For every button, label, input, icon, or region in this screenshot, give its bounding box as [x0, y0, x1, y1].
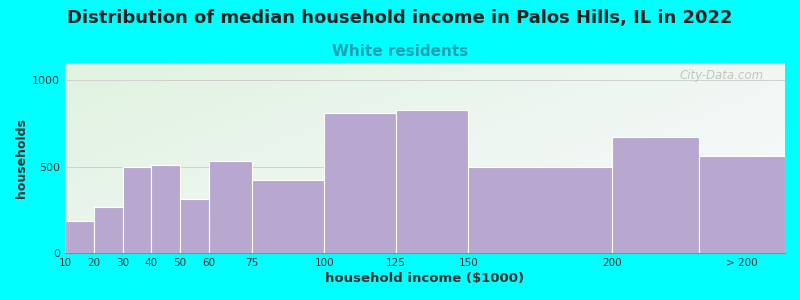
Bar — [94, 207, 122, 253]
Text: Distribution of median household income in Palos Hills, IL in 2022: Distribution of median household income … — [67, 9, 733, 27]
Bar — [324, 113, 396, 253]
Bar — [252, 180, 324, 253]
Text: City-Data.com: City-Data.com — [679, 69, 763, 82]
Bar — [65, 221, 94, 253]
Y-axis label: households: households — [15, 118, 28, 198]
Bar — [209, 161, 252, 253]
Bar — [468, 167, 612, 253]
Text: White residents: White residents — [332, 44, 468, 59]
Bar — [698, 156, 785, 253]
Bar — [180, 200, 209, 253]
Bar — [122, 167, 151, 253]
Bar — [612, 137, 698, 253]
X-axis label: household income ($1000): household income ($1000) — [326, 272, 525, 285]
Bar — [396, 110, 468, 253]
Bar — [151, 165, 180, 253]
